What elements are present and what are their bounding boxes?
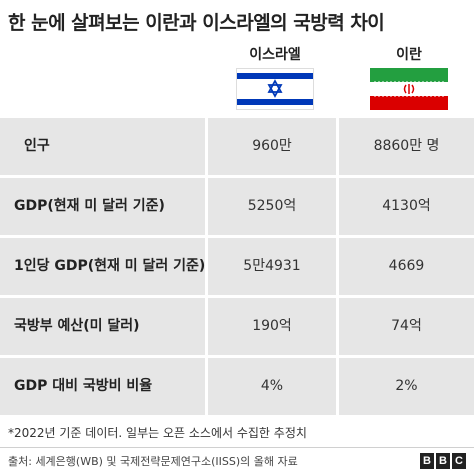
row-label: 1인당 GDP(현재 미 달러 기준): [14, 258, 206, 274]
iran-value: 4669: [388, 258, 425, 274]
row-label: 국방부 예산(미 달러): [14, 318, 140, 334]
table-row: 국방부 예산(미 달러) 190억 74억: [0, 298, 474, 358]
bbc-logo-letter: B: [436, 453, 450, 469]
row-label: 인구: [24, 138, 50, 154]
table-row: GDP(현재 미 달러 기준) 5250억 4130억: [0, 178, 474, 238]
table-cell-background: [0, 118, 205, 175]
page-title: 한 눈에 살펴보는 이란과 이스라엘의 국방력 차이: [8, 12, 385, 34]
iran-value: 2%: [395, 378, 418, 394]
column-header-israel: 이스라엘: [249, 47, 301, 63]
israel-value: 4%: [260, 378, 284, 394]
footnote: *2022년 기준 데이터. 일부는 오픈 소스에서 수집한 추정치: [8, 426, 307, 440]
row-label: GDP 대비 국방비 비율: [14, 378, 153, 394]
table-cell-background: [339, 238, 474, 295]
footer-divider: [0, 447, 474, 448]
table-cell-background: [0, 238, 205, 295]
israel-value: 960만: [252, 138, 292, 154]
comparison-table: 인구 960만 8860만 명 GDP(현재 미 달러 기준) 5250억 4130억 1인…: [0, 118, 474, 418]
israel-value: 5만4931: [243, 258, 301, 274]
table-cell-background: [339, 178, 474, 235]
table-cell-background: [208, 298, 336, 355]
iran-flag-icon: [370, 68, 448, 110]
table-cell-background: [0, 178, 205, 235]
bbc-logo-letter: B: [420, 453, 434, 469]
israel-value: 5250억: [247, 198, 297, 214]
table-row: 인구 960만 8860만 명: [0, 118, 474, 178]
iran-value: 74억: [391, 318, 422, 334]
table-cell-background: [208, 358, 336, 415]
source-text: 출처: 세계은행(WB) 및 국제전략문제연구소(IISS)의 올해 자료: [8, 455, 298, 468]
table-cell-background: [0, 358, 205, 415]
israel-flag-icon: [236, 68, 314, 110]
table-cell-background: [339, 358, 474, 415]
table-cell-background: [208, 238, 336, 295]
iran-value: 8860만 명: [373, 138, 440, 154]
row-label: GDP(현재 미 달러 기준): [14, 198, 165, 214]
table-cell-background: [208, 118, 336, 175]
column-header-iran: 이란: [396, 47, 422, 63]
iran-value: 4130억: [382, 198, 431, 214]
table-cell-background: [208, 178, 336, 235]
table-cell-background: [0, 298, 205, 355]
bbc-logo: B B C: [420, 453, 466, 469]
bbc-logo-letter: C: [452, 453, 466, 469]
israel-value: 190억: [252, 318, 292, 334]
table-cell-background: [339, 118, 474, 175]
table-cell-background: [339, 298, 474, 355]
table-row: GDP 대비 국방비 비율 4% 2%: [0, 358, 474, 418]
table-row: 1인당 GDP(현재 미 달러 기준) 5만4931 4669: [0, 238, 474, 298]
